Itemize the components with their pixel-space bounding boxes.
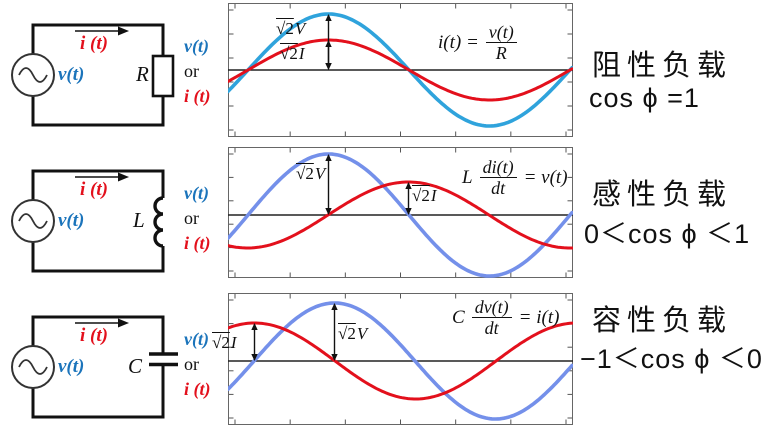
- sine-glyph: [18, 213, 48, 229]
- load-condition-resistive: cos ϕ =1: [589, 83, 700, 113]
- formula-lhs: L: [462, 166, 473, 188]
- component-label: C: [128, 354, 143, 378]
- formula-rhs: = v(t): [523, 166, 568, 188]
- y-axis-label: v(t) or i (t): [184, 34, 228, 109]
- waveform-plot-inductive: [228, 147, 573, 278]
- curve-vt: [228, 152, 573, 278]
- arrow-head-down: [251, 354, 258, 361]
- formula-lhs: i(t) =: [438, 31, 479, 53]
- component-label: L: [133, 208, 145, 232]
- current-label: i (t): [80, 325, 108, 346]
- arrow-head-up: [405, 182, 412, 189]
- curve-vt: [228, 12, 573, 128]
- load-title-capacitive: 容性负载: [592, 305, 733, 337]
- amplitude-label-i: √2I: [412, 186, 437, 205]
- circuit-capacitive: [11, 315, 181, 419]
- load-condition-capacitive: −1＜cos ϕ ＜0: [580, 344, 763, 374]
- source-label: v(t): [58, 64, 85, 85]
- arrow-head-down: [405, 208, 412, 215]
- amplitude-label-v: √2V: [296, 164, 326, 183]
- current-arrow-head: [118, 26, 129, 36]
- arrow-head-up: [325, 40, 332, 47]
- waveform-plot-capacitive: [228, 293, 573, 425]
- formula-fraction: v(t) R: [485, 22, 517, 63]
- inductor-mask: [155, 198, 168, 246]
- ylabel-current: i (t): [184, 86, 211, 106]
- y-axis-label: v(t) or i (t): [184, 327, 228, 402]
- arrow-head-up: [331, 303, 338, 310]
- source-label: v(t): [58, 356, 85, 377]
- sine-glyph: [18, 67, 48, 83]
- ylabel-current: i (t): [184, 233, 211, 253]
- formula-lhs: C: [452, 306, 465, 328]
- amplitude-label-v: √2V: [338, 324, 368, 343]
- waveform-plot-resistive: [228, 3, 573, 137]
- plot-border: [228, 293, 573, 425]
- capacitor-mask: [147, 355, 181, 363]
- ylabel-or: or: [184, 354, 199, 374]
- resistor-icon: [151, 54, 175, 98]
- formula-fraction: di(t) dt: [479, 157, 517, 198]
- component-label: R: [136, 62, 149, 86]
- ylabel-voltage: v(t): [184, 36, 209, 56]
- current-label: i (t): [80, 33, 108, 54]
- current-arrow-head: [118, 172, 129, 182]
- formula-capacitive: C dv(t) dt = i(t): [452, 297, 559, 338]
- curve-it: [228, 321, 573, 401]
- curve-it: [228, 38, 573, 102]
- curve-vt: [228, 301, 573, 421]
- formula-fraction: dv(t) dt: [471, 297, 512, 338]
- arrow-head-up: [251, 323, 258, 330]
- arrow-head-down: [331, 354, 338, 361]
- inductor-icon: [153, 196, 164, 248]
- source-label: v(t): [58, 210, 85, 231]
- sine-glyph: [18, 359, 48, 375]
- amplitude-label-i: √2I: [280, 44, 305, 63]
- circuit-resistive: [11, 23, 175, 127]
- arrow-head-up: [325, 154, 332, 161]
- formula-resistive: i(t) = v(t) R: [438, 22, 524, 63]
- arrow-head-down: [325, 208, 332, 215]
- current-arrow-head: [118, 318, 129, 328]
- current-label: i (t): [80, 179, 108, 200]
- load-title-resistive: 阻性负载: [592, 50, 733, 82]
- ylabel-current: i (t): [184, 379, 211, 399]
- curve-it: [228, 180, 573, 250]
- circuit-inductive: [11, 169, 168, 273]
- formula-inductive: L di(t) dt = v(t): [462, 157, 568, 198]
- arrow-head-up: [325, 14, 332, 21]
- arrow-head-down: [325, 63, 332, 70]
- amplitude-label-i: √2I: [212, 333, 237, 352]
- load-condition-inductive: 0＜cos ϕ ＜1: [584, 219, 751, 249]
- formula-rhs: = i(t): [518, 306, 560, 328]
- ylabel-or: or: [184, 61, 199, 81]
- y-axis-label: v(t) or i (t): [184, 181, 228, 256]
- load-title-inductive: 感性负载: [592, 179, 733, 211]
- amplitude-label-v: √2V: [276, 19, 306, 38]
- ylabel-voltage: v(t): [184, 183, 209, 203]
- ylabel-or: or: [184, 208, 199, 228]
- ylabel-voltage: v(t): [184, 329, 209, 349]
